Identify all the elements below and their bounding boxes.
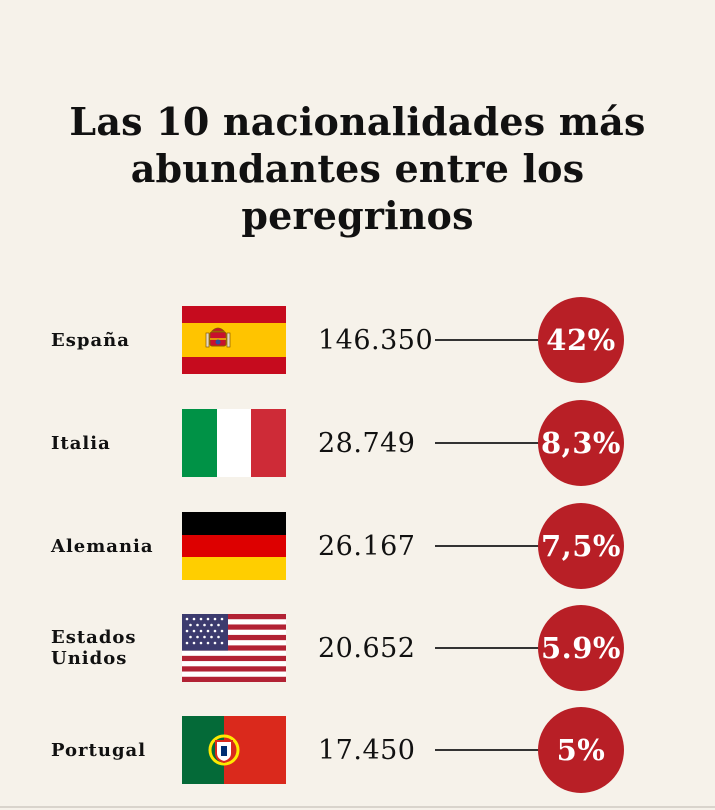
chart-title: Las 10 nacionalidades más abundantes ent…: [69, 99, 646, 238]
spain-flag-icon: [182, 306, 286, 374]
pilgrims-value: 26.167: [318, 530, 416, 562]
connector-line: [435, 339, 541, 341]
percentage-badge: 42%: [538, 297, 624, 383]
percentage-badge: 5%: [538, 707, 624, 793]
percentage-badge: 5.9%: [538, 605, 624, 691]
table-row-italy: Italia 28.749 8,3%: [0, 393, 715, 493]
connector-line: [435, 647, 541, 649]
pilgrims-value: 20.652: [318, 632, 416, 664]
germany-flag-icon: [182, 512, 286, 580]
percentage-badge: 7,5%: [538, 503, 624, 589]
usa-flag-icon: [182, 614, 286, 682]
country-label: España: [51, 329, 130, 351]
country-label: Alemania: [51, 535, 154, 557]
connector-line: [435, 749, 541, 751]
percentage-badge: 8,3%: [538, 400, 624, 486]
pilgrims-value: 28.749: [318, 427, 416, 459]
pilgrims-value: 146.350: [318, 324, 434, 356]
pilgrims-value: 17.450: [318, 734, 416, 766]
table-row-spain: España 146.350 42%: [0, 290, 715, 390]
table-row-portugal: Portugal 17.450 5%: [0, 700, 715, 800]
connector-line: [435, 442, 541, 444]
table-row-germany: Alemania 26.167 7,5%: [0, 496, 715, 596]
italy-flag-icon: [182, 409, 286, 477]
connector-line: [435, 545, 541, 547]
country-label: Portugal: [51, 739, 147, 761]
table-row-usa: Estados Unidos 20.652 5.9%: [0, 598, 715, 698]
portugal-flag-icon: [182, 716, 286, 784]
country-label: Italia: [51, 432, 111, 454]
country-label: Estados Unidos: [51, 627, 137, 669]
divider: [0, 806, 715, 808]
